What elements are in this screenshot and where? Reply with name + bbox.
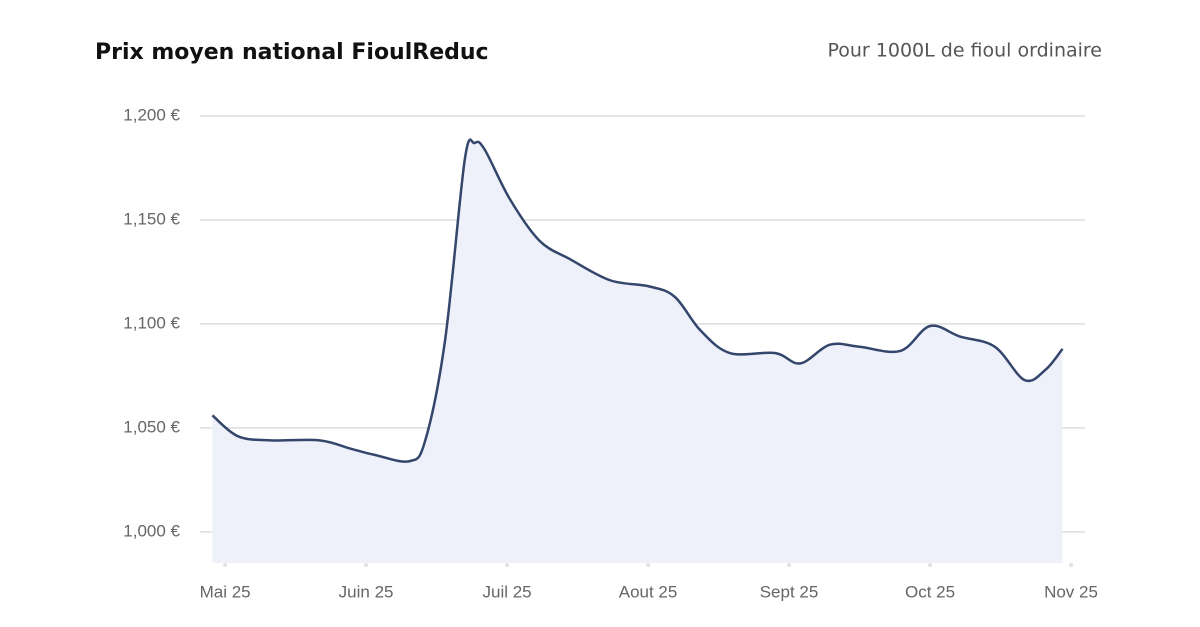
x-tick-label: Nov 25	[1044, 582, 1098, 601]
chart-title: Prix moyen national FioulReduc	[95, 40, 489, 65]
price-line	[211, 138, 1064, 463]
x-tick-mark	[505, 563, 510, 567]
area-fill	[212, 139, 1063, 563]
x-tick-label: Oct 25	[905, 582, 955, 601]
x-tick-label: Aout 25	[619, 582, 678, 601]
x-tick-mark	[787, 563, 792, 567]
x-tick-mark	[646, 563, 651, 567]
chart-subtitle: Pour 1000L de fioul ordinaire	[827, 40, 1102, 62]
x-tick-label: Sept 25	[760, 582, 819, 601]
x-tick-mark	[928, 563, 933, 567]
y-tick-label: 1,200 €	[123, 105, 180, 124]
x-tick-label: Mai 25	[200, 582, 251, 601]
x-tick-label: Juil 25	[482, 582, 531, 601]
y-tick-label: 1,050 €	[123, 417, 180, 436]
x-tick-mark	[223, 563, 228, 567]
x-tick-mark	[364, 563, 369, 567]
x-tick-label: Juin 25	[339, 582, 394, 601]
y-tick-label: 1,000 €	[123, 521, 180, 540]
y-tick-label: 1,150 €	[123, 209, 180, 228]
x-tick-mark	[1069, 563, 1073, 567]
y-tick-label: 1,100 €	[123, 313, 180, 332]
